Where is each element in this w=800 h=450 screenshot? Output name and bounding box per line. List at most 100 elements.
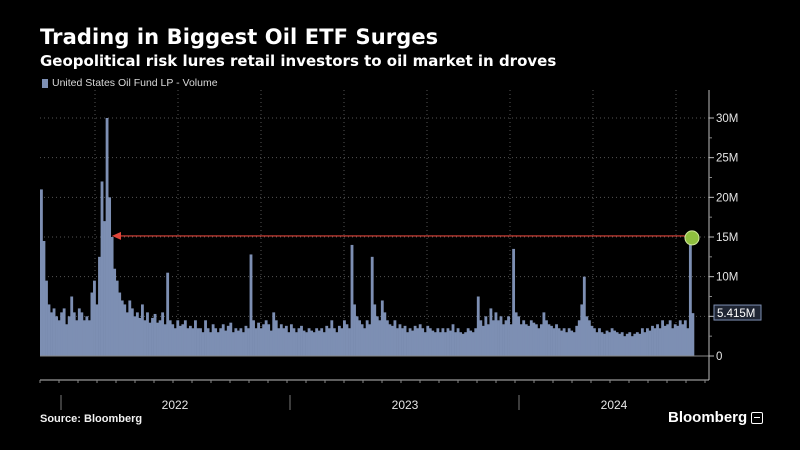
volume-bar [494,312,498,356]
volume-bar [363,328,367,356]
volume-bar [206,328,210,356]
volume-bar [497,320,500,356]
volume-bar [406,332,409,356]
volume-bar [204,320,207,356]
brand-icon [751,411,764,424]
annotation-arrowhead-icon [112,231,121,240]
volume-bar [292,328,296,356]
volume-bar [345,324,349,356]
volume-bar [128,300,132,356]
volume-bar [310,330,314,356]
volume-bar [214,328,218,356]
y-tick-label: 15M [716,232,738,244]
volume-bar [153,313,157,356]
volume-bar [247,328,250,356]
volume-bar [65,324,69,356]
volume-bar [353,304,356,356]
volume-bar [77,308,81,356]
legend-label: United States Oil Fund LP - Volume [52,77,218,89]
volume-bar [289,324,293,356]
volume-bar [413,325,417,356]
volume-bar [686,328,690,356]
volume-bar [603,333,606,356]
volume-bar [539,324,543,356]
volume-bar [461,333,465,356]
volume-bar [60,312,64,356]
y-tick-label: 0 [716,351,722,363]
volume-bar [438,332,442,356]
volume-bar [388,324,392,356]
volume-bar [85,316,89,356]
volume-bar [279,324,283,356]
volume-bar [502,324,505,356]
volume-bar [269,330,273,356]
volume-bar [441,328,445,356]
volume-bar [393,320,397,356]
volume-bar [110,237,114,356]
volume-bar [90,292,94,356]
last-value-box [713,304,762,321]
volume-bar [322,332,326,356]
volume-bar [224,330,228,356]
volume-bar [307,328,311,356]
volume-bar [168,320,172,356]
volume-bar [151,317,154,356]
volume-bar [229,322,233,356]
volume-bar [398,324,402,356]
volume-bar [585,316,589,356]
volume-bar [80,312,84,356]
volume-bar [267,324,271,356]
volume-bar [332,328,336,356]
volume-bar [582,276,586,356]
volume-bar [272,312,276,356]
volume-bar [183,320,187,356]
volume-bar [42,240,46,356]
volume-bar [640,328,644,356]
volume-bar [87,320,91,356]
volume-bar [284,325,288,356]
volume-bar [138,317,142,356]
volume-bar [598,328,601,356]
volume-bar [507,316,510,356]
volume-bar [325,325,329,356]
volume-bar [484,316,488,356]
volume-bar [648,330,652,356]
volume-bar [504,320,508,356]
volume-bar [300,325,303,356]
volume-bar [512,248,516,356]
volume-bar [481,325,485,356]
source-label: Source: Bloomberg [40,413,143,425]
volume-bar [459,332,462,356]
volume-bar [62,308,66,356]
volume-bar [550,325,553,356]
volume-bar [277,328,281,356]
volume-bar [93,280,96,356]
volume-bar [103,221,106,356]
volume-bar [234,328,238,356]
volume-bar [428,328,432,356]
brand-logo: Bloomberg [668,409,764,426]
volume-bar [618,333,622,356]
volume-bar [196,328,200,356]
volume-bar [242,332,245,356]
volume-bar [522,320,526,356]
volume-bar [219,328,223,356]
legend: United States Oil Fund LP - Volume [42,77,218,89]
volume-bar [545,320,548,356]
volume-bar [118,292,122,356]
volume-bar [635,332,639,356]
volume-bar [67,316,71,356]
volume-bar [327,328,331,356]
volume-bar [335,332,339,356]
volume-bar [471,332,475,356]
volume-bar [113,268,117,356]
volume-bar [683,320,687,356]
volume-bar [380,300,384,356]
volume-bar [524,324,528,356]
volume-bar [456,328,460,356]
y-tick-label: 10M [716,272,738,284]
volume-bar [115,280,119,356]
volume-bar [408,328,412,356]
volume-bar [562,328,566,356]
volume-bar [691,313,695,356]
